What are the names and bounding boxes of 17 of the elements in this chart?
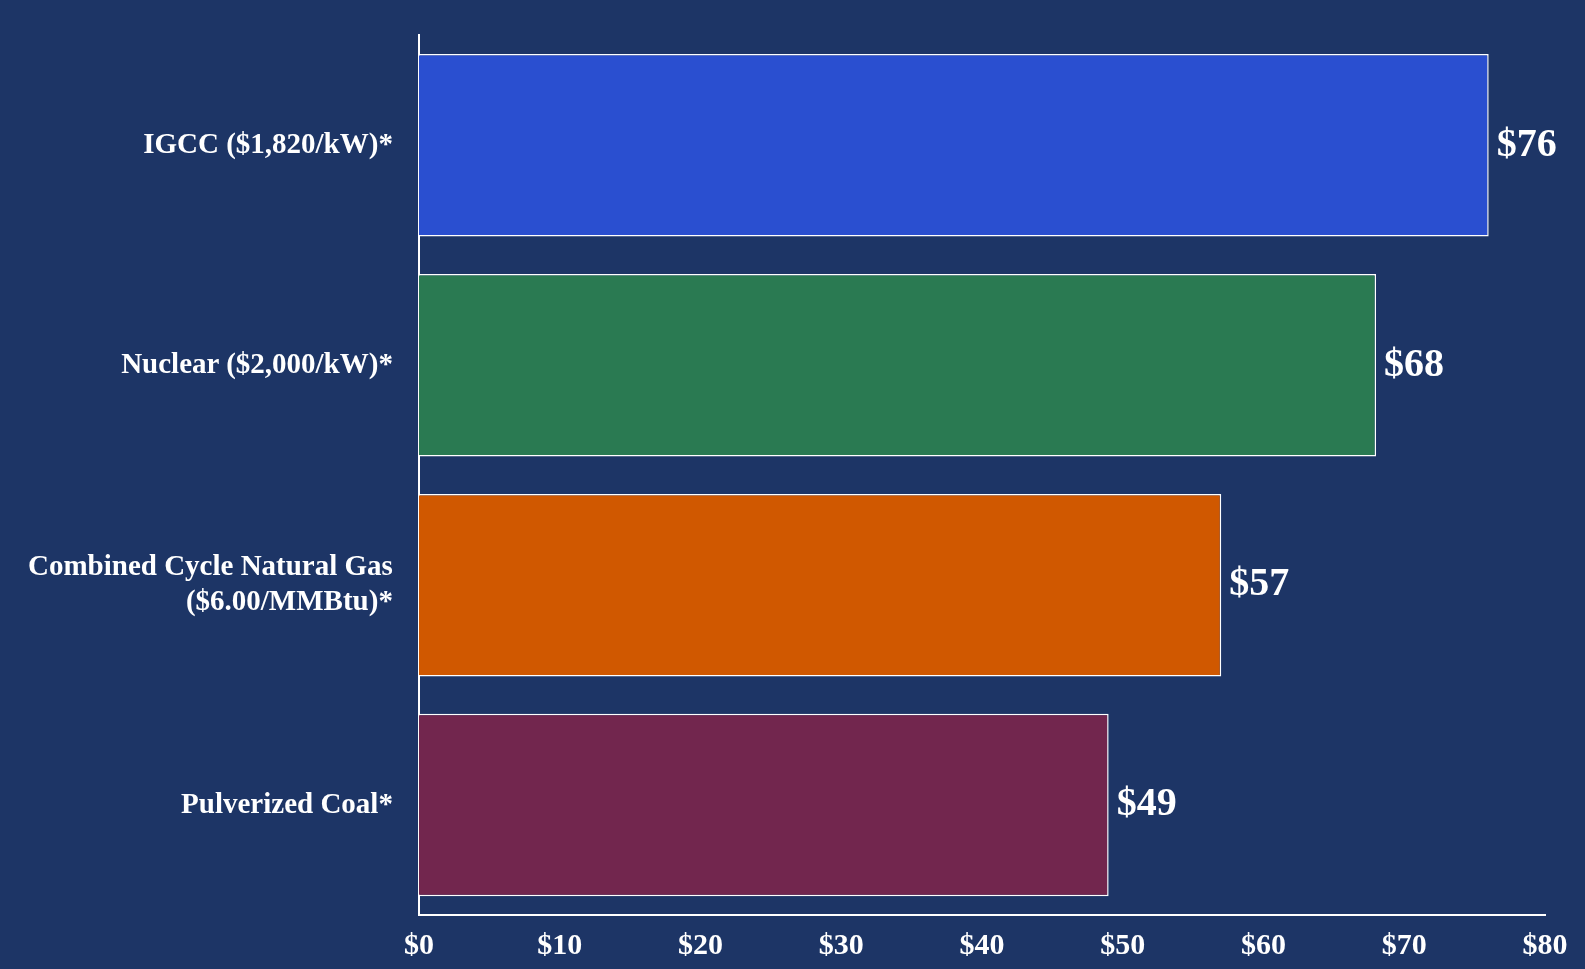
data-label: $76 xyxy=(1496,119,1557,165)
x-tick-label: $20 xyxy=(677,926,723,960)
x-tick-label: $10 xyxy=(537,926,583,960)
x-tick-label: $60 xyxy=(1240,926,1286,960)
y-tick-label: Pulverized Coal* xyxy=(181,786,393,819)
x-tick-label: $70 xyxy=(1381,926,1427,960)
y-tick-label: IGCC ($1,820/kW)* xyxy=(143,126,393,160)
x-tick-label: $0 xyxy=(403,926,434,960)
data-label: $57 xyxy=(1229,559,1290,605)
y-tick-label: Nuclear ($2,000/kW)* xyxy=(121,346,393,380)
data-label: $49 xyxy=(1116,779,1177,825)
x-tick-label: $80 xyxy=(1522,926,1568,960)
x-tick-label: $30 xyxy=(818,926,864,960)
x-tick-label: $40 xyxy=(959,926,1005,960)
y-tick-label: Combined Cycle Natural Gas ($6.00/MMBtu)* xyxy=(27,549,393,618)
data-label: $68 xyxy=(1384,339,1445,385)
x-tick-label: $50 xyxy=(1100,926,1146,960)
